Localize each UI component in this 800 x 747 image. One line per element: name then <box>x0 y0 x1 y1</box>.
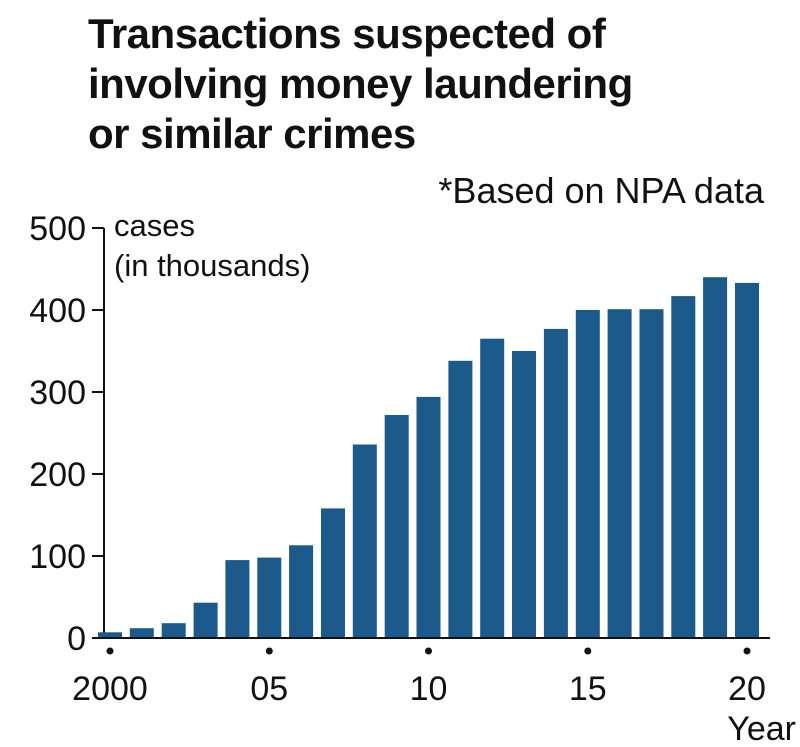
x-tick-dot <box>425 647 432 655</box>
x-tick-dot <box>584 647 592 655</box>
bar-2015 <box>575 310 600 638</box>
bar-2019 <box>703 277 728 638</box>
bar-2001 <box>129 628 154 638</box>
x-axis-label: Year <box>727 710 796 747</box>
bar-2020 <box>735 282 759 638</box>
y-unit-label-line-2: (in thousands) <box>114 248 311 283</box>
chart-title-line-1: Transactions suspected of <box>88 10 606 57</box>
bar-2011 <box>448 360 473 638</box>
bar-2009 <box>384 415 409 638</box>
x-tick-label: 15 <box>569 670 607 708</box>
y-tick-label: 0 <box>67 620 86 658</box>
x-tick-label: 10 <box>410 670 448 708</box>
y-tick-label: 400 <box>29 292 86 330</box>
chart-title-line-3: or similar crimes <box>88 110 416 157</box>
y-axis: 0 100 200 300 400 500 <box>29 210 105 658</box>
x-tick-label: 20 <box>728 670 766 708</box>
bar-2008 <box>352 444 377 638</box>
y-tick-label: 100 <box>29 538 86 576</box>
x-tick-dot <box>265 647 273 655</box>
x-tick-label: 2000 <box>72 670 148 708</box>
y-unit-label-line-1: cases <box>114 208 195 243</box>
y-tick-label: 300 <box>29 374 86 412</box>
bar-2005 <box>257 557 282 638</box>
bar-2003 <box>193 602 218 638</box>
bar-2002 <box>161 623 186 638</box>
bar-2000 <box>98 632 122 638</box>
bar-2012 <box>480 338 505 638</box>
chart-title-line-2: involving money laundering <box>88 60 633 107</box>
bars <box>98 277 759 638</box>
bar-2014 <box>543 328 568 638</box>
bar-2007 <box>321 508 345 638</box>
y-tick-label: 500 <box>29 210 86 248</box>
y-tick-label: 200 <box>29 456 86 494</box>
bar-2016 <box>607 309 632 638</box>
bar-2013 <box>512 351 536 638</box>
source-note: *Based on NPA data <box>438 170 764 211</box>
x-tick-label: 05 <box>250 670 288 708</box>
bar-2006 <box>289 545 314 638</box>
bar-2010 <box>416 396 441 638</box>
bar-2004 <box>225 560 250 638</box>
bar-2017 <box>639 309 664 638</box>
bar-2018 <box>671 296 696 638</box>
x-tick-dot <box>106 647 114 655</box>
x-tick-dot <box>743 647 751 655</box>
